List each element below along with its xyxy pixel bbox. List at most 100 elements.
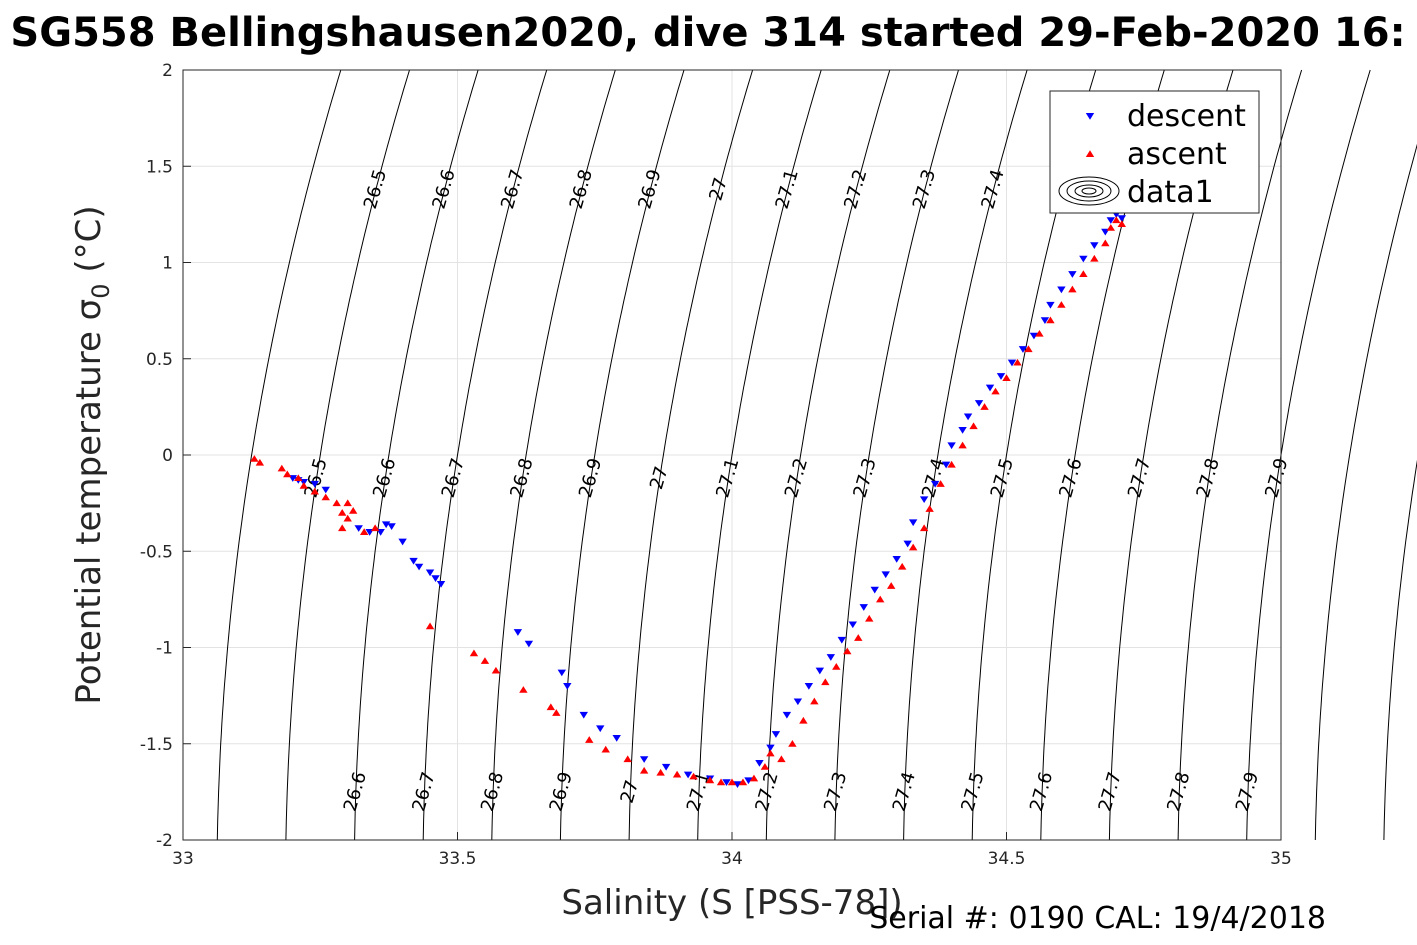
data-point-ascent [980,403,989,410]
data-point-descent [409,557,418,565]
data-point-descent [387,523,396,531]
data-point-ascent [760,763,770,770]
data-point-descent [354,525,363,532]
data-point-descent [1029,332,1039,340]
data-point-descent [414,563,424,571]
density-contour-line [559,69,685,841]
data-point-ascent [832,662,841,670]
data-point-ascent [299,482,308,489]
data-point-ascent [1057,301,1066,308]
y-tick-label: -1.5 [140,735,173,755]
data-point-ascent [788,739,797,747]
data-point-descent [848,621,857,629]
data-point-descent [1057,286,1066,294]
data-point-ascent [958,441,967,449]
data-point-ascent [1068,285,1077,293]
data-point-ascent [908,543,918,551]
data-point-descent [1007,359,1017,367]
series-descent [288,211,1126,788]
data-point-descent [310,480,319,488]
legend-marker-descent [1085,113,1095,120]
data-point-ascent [338,524,347,532]
data-point-descent [870,586,879,594]
data-point-descent [513,629,523,636]
density-contour-line [354,69,479,841]
data-point-ascent [727,778,737,786]
data-point-ascent [865,614,874,622]
data-point-descent [321,486,330,494]
data-point-descent [826,654,836,661]
data-point-descent [639,756,649,763]
density-contour-line [216,69,342,841]
data-point-ascent [546,703,556,711]
data-point-descent [398,538,407,546]
data-point-ascent [519,686,528,693]
density-contour-line [834,69,959,841]
data-point-ascent [623,755,632,763]
data-point-descent [947,442,956,450]
legend-marker-data1 [1058,176,1120,206]
data-point-descent [881,571,890,579]
data-point-descent [596,725,605,733]
data-point-descent [958,427,967,434]
data-point-descent [425,569,435,577]
series-layer [250,211,1126,788]
data-point-descent [1040,317,1050,325]
data-point-ascent [552,709,561,716]
data-point-descent [1018,346,1028,353]
data-point-descent [381,521,391,529]
data-point-descent [919,496,929,504]
data-point-descent [683,771,693,779]
density-contour-line [765,69,891,841]
data-point-ascent [821,678,830,686]
data-point-descent [859,604,868,611]
data-point-ascent [991,387,1000,395]
density-contour-line [628,69,754,841]
series-ascent [250,216,1126,786]
data-point-ascent [887,582,896,589]
y-tick-label: 1.5 [146,157,173,177]
density-contour-line [1177,69,1303,841]
data-point-ascent [359,528,369,535]
data-point-ascent [310,487,319,495]
data-point-descent [431,575,440,582]
data-point-descent [941,461,951,469]
chart-title: SG558 Bellingshausen2020, dive 314 start… [10,10,1405,56]
data-point-descent [436,581,446,588]
data-point-descent [903,540,912,548]
y-axis-label: Potential temperature σ0 (°C) [69,205,115,704]
data-point-descent [744,777,753,785]
data-point-ascent [656,768,665,776]
legend-label-descent: descent [1127,99,1246,134]
data-point-descent [1046,301,1055,309]
data-point-ascent [601,745,610,753]
data-point-ascent [919,524,929,532]
density-contour-line [697,69,822,841]
data-point-descent [755,760,764,767]
data-point-ascent [843,647,852,655]
data-point-ascent [639,766,649,774]
data-point-descent [722,779,731,787]
density-contour-line [1383,459,1417,841]
data-point-ascent [1117,220,1126,227]
data-point-descent [612,735,621,742]
data-point-ascent [705,776,715,784]
y-axis-label-main: Potential temperature σ [69,299,109,705]
x-tick-label: 33.5 [439,849,477,869]
data-point-ascent [810,697,819,705]
x-tick-label: 34.5 [988,849,1026,869]
data-point-ascent [749,774,759,782]
y-tick-label: 0 [162,446,173,466]
data-point-descent [837,636,846,644]
data-point-ascent [925,505,934,512]
data-point-ascent [738,778,748,786]
data-point-descent [1117,215,1126,223]
data-point-ascent [332,499,341,507]
data-point-ascent [491,666,501,674]
data-point-ascent [1106,224,1116,231]
data-point-descent [804,683,814,690]
data-point-ascent [425,622,435,630]
data-point-ascent [321,493,330,501]
